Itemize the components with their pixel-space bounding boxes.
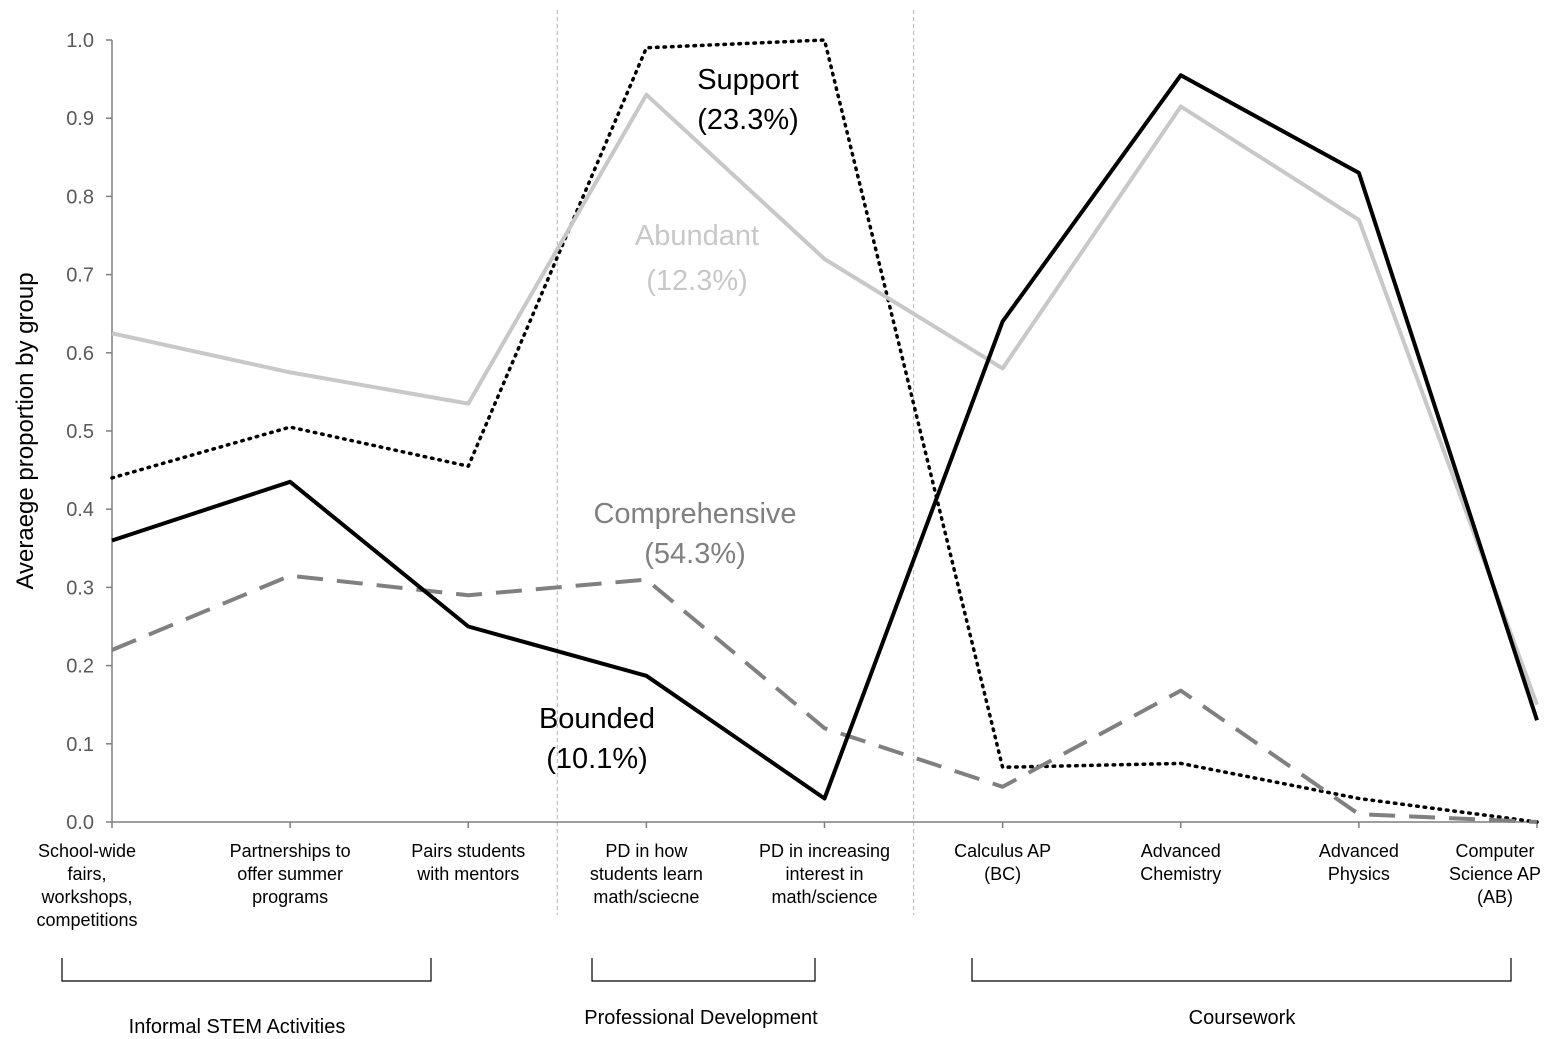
data-point-support — [1179, 761, 1183, 765]
data-point-comprehensive — [1179, 689, 1183, 693]
data-point-comprehensive — [1535, 820, 1539, 824]
y-tick-label: 0.4 — [66, 499, 94, 521]
series-lines — [110, 38, 1539, 824]
data-point-abundant — [644, 93, 648, 97]
data-point-support — [644, 46, 648, 50]
y-tick-label: 0.1 — [66, 734, 94, 756]
x-tick-marks — [111, 822, 1538, 828]
x-tick-label: Partnerships to offer summer programs — [230, 841, 351, 907]
data-point-bounded — [1357, 171, 1361, 175]
data-point-support — [1001, 765, 1005, 769]
data-point-comprehensive — [110, 648, 114, 652]
x-tick-label: School-wide fairs, workshops, competitions — [36, 841, 137, 930]
data-point-bounded — [1179, 73, 1183, 77]
group-label: Professional Development — [584, 1007, 818, 1029]
annotation-abundant-pct: (12.3%) — [646, 265, 748, 297]
data-point-comprehensive — [823, 726, 827, 730]
group-label: Coursework — [1189, 1007, 1297, 1029]
annotation-abundant-name: Abundant — [635, 220, 759, 252]
data-point-abundant — [288, 370, 292, 374]
annotation-comprehensive-name: Comprehensive — [593, 498, 796, 530]
group-bracket — [61, 958, 432, 982]
series-line-bounded — [111, 73, 1539, 801]
y-tick-labels: 0.0 0.1 0.2 0.3 0.4 0.5 0.6 0.7 0.8 0.9 1.0 — [66, 30, 112, 834]
annotation-bounded-pct: (10.1%) — [546, 743, 648, 775]
data-point-abundant — [110, 331, 114, 335]
data-point-comprehensive — [1001, 785, 1005, 789]
data-point-abundant — [1179, 104, 1183, 108]
data-point-bounded — [644, 674, 648, 678]
annotation-support-name: Support — [697, 64, 799, 96]
x-tick-label: PD in how students learn math/sciecne — [590, 841, 703, 907]
group-bracket — [591, 958, 816, 982]
annotation-support-pct: (23.3%) — [697, 104, 799, 136]
data-point-abundant — [1001, 366, 1005, 370]
group-label: Informal STEM Activities — [129, 1016, 346, 1038]
series-line-comprehensive — [111, 573, 1538, 824]
data-point-support — [288, 425, 292, 429]
data-point-bounded — [288, 480, 292, 484]
x-tick-label: PD in increasing interest in math/science — [759, 841, 890, 907]
data-point-bounded — [1535, 718, 1539, 722]
data-point-abundant — [1535, 703, 1539, 707]
data-point-abundant — [466, 402, 470, 406]
y-tick-label: 0.6 — [66, 343, 94, 365]
x-tick-label: Advanced Physics — [1319, 841, 1399, 884]
data-point-bounded — [110, 538, 114, 542]
annotation-comprehensive-pct: (54.3%) — [644, 538, 746, 570]
y-tick-label: 0.2 — [66, 656, 94, 678]
data-point-abundant — [823, 257, 827, 261]
y-tick-label: 1.0 — [66, 30, 94, 52]
data-point-comprehensive — [1357, 812, 1361, 816]
y-tick-label: 0.9 — [66, 108, 94, 130]
data-point-bounded — [823, 797, 827, 801]
y-tick-label: 0.3 — [66, 577, 94, 599]
y-tick-label: 0.5 — [66, 421, 94, 443]
group-bracket — [971, 958, 1512, 982]
x-tick-label: Computer Science AP (AB) — [1449, 841, 1541, 907]
y-tick-label: 0.8 — [66, 186, 94, 208]
x-tick-label: Calculus AP (BC) — [954, 841, 1051, 884]
x-tick-label: Pairs students with mentors — [411, 841, 525, 884]
data-point-support — [823, 38, 827, 42]
y-tick-label: 0.7 — [66, 265, 94, 287]
y-tick-label: 0.0 — [66, 812, 94, 834]
data-point-comprehensive — [466, 593, 470, 597]
data-point-comprehensive — [644, 578, 648, 582]
axes — [111, 40, 1537, 823]
series-line-support — [110, 38, 1539, 824]
data-point-support — [1357, 797, 1361, 801]
x-tick-label: Advanced Chemistry — [1140, 841, 1221, 884]
section-dividers — [556, 10, 915, 915]
group-brackets: Informal STEM Activities Professional Dev… — [61, 958, 1512, 1038]
data-point-abundant — [1357, 218, 1361, 222]
y-axis-label: Averaege proportion by group — [12, 272, 39, 589]
data-point-support — [110, 476, 114, 480]
category-labels: School-wide fairs, workshops, competitions P… — [36, 841, 1541, 930]
data-point-bounded — [1001, 320, 1005, 324]
data-point-comprehensive — [288, 574, 292, 578]
data-point-bounded — [466, 625, 470, 629]
series-line-abundant — [111, 92, 1539, 706]
data-point-support — [466, 464, 470, 468]
annotation-bounded-name: Bounded — [539, 703, 655, 735]
